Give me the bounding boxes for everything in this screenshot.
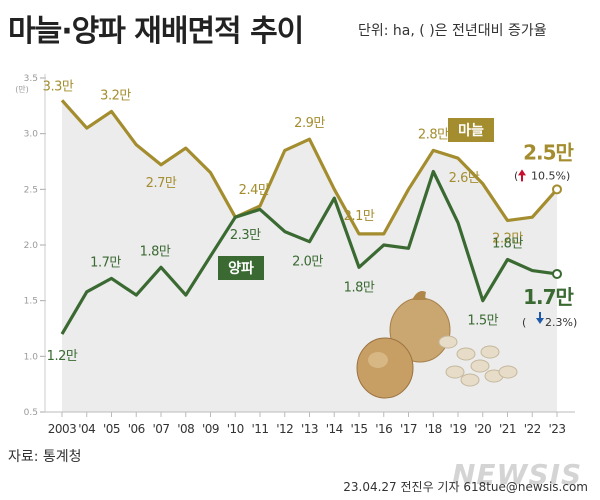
garlic-clove-icon (445, 365, 465, 379)
onion-tip-icon (412, 291, 428, 300)
garlic-line (60, 99, 559, 236)
onion-data-label: 1.8만 (344, 280, 375, 295)
x-tick-label: '04 (78, 422, 95, 436)
x-tick-label: '14 (326, 422, 343, 436)
y-tick-label: 3.5 (24, 74, 38, 84)
onion-data-label: 1.8만 (492, 236, 523, 251)
x-tick-label: '07 (152, 422, 169, 436)
garlic-clove-icon (456, 347, 476, 361)
y-tick-label: 2.5 (24, 185, 38, 195)
x-tick-label: '11 (251, 422, 268, 436)
x-tick-label: '12 (276, 422, 293, 436)
x-tick-label: '23 (548, 422, 565, 436)
down-arrow-icon (536, 311, 544, 324)
up-arrow-icon (518, 169, 526, 182)
legend-onion-tag (218, 256, 264, 280)
legend-onion-label: 양파 (228, 261, 254, 277)
x-tick-label: 2003 (48, 422, 77, 436)
x-tick-label: '17 (400, 422, 417, 436)
watermark: NEWSIS (452, 458, 583, 491)
onion-data-label: 1.8만 (140, 244, 171, 259)
onion-change-label: 2.3%) (545, 316, 577, 329)
y-tick-label: 1.0 (24, 352, 39, 362)
onion-data-label: 2.0만 (292, 255, 323, 270)
onion-endpoint (552, 268, 562, 279)
garlic-data-label: 2.8만 (418, 127, 449, 142)
y-unit-label: (만) (15, 85, 29, 94)
garlic-clove-icon (498, 365, 518, 379)
x-tick-label: '19 (449, 422, 466, 436)
x-tick-label: '08 (177, 422, 194, 436)
x-tick-label: '20 (474, 422, 491, 436)
garlic-data-label: 2.7만 (146, 176, 177, 191)
y-tick-label: 1.5 (24, 297, 38, 307)
garlic-clove-icon (480, 345, 500, 359)
x-tick-label: '18 (425, 422, 442, 436)
garlic-clove-icon (438, 335, 458, 349)
garlic-endpoint (552, 184, 562, 195)
garlic-data-label: 2.4만 (239, 183, 270, 198)
x-tick-label: '21 (499, 422, 516, 436)
x-tick-label: '05 (103, 422, 120, 436)
source-note: 자료: 통계청 (8, 449, 82, 465)
garlic-data-label: 2.9만 (294, 116, 325, 131)
x-tick-label: '22 (524, 422, 541, 436)
garlic-data-label: 2.1만 (344, 209, 375, 224)
x-tick-label: '10 (227, 422, 244, 436)
credit-line: 23.04.27 전진우 기자 618tue@newsis.com (343, 480, 588, 494)
onion-line (60, 169, 558, 335)
garlic-change-paren-open: ( (514, 169, 518, 182)
garlic-data-label: 2.6만 (449, 171, 480, 186)
garlic-clove-icon (460, 373, 480, 387)
unit-note: 단위: ha, ( )은 전년대비 증가율 (358, 23, 547, 39)
onion-data-label: 1.5만 (467, 314, 498, 329)
y-tick-label: 3.0 (24, 130, 39, 140)
onion-data-label: 1.2만 (47, 349, 78, 364)
onion-highlight (368, 352, 388, 368)
legend-garlic-label: 마늘 (458, 123, 484, 139)
y-tick-label: 2.0 (24, 241, 39, 251)
x-tick-label: '15 (350, 422, 367, 436)
y-tick-label: 0.5 (24, 408, 38, 418)
garlic-final-label: 2.5만 (523, 140, 574, 164)
x-tick-label: '13 (301, 422, 318, 436)
page-title: 마늘·양파 재배면적 추이 (8, 14, 304, 49)
garlic-data-label: 3.2만 (100, 88, 131, 103)
onion-bulb-icon (356, 337, 414, 399)
onion-data-label: 1.7만 (90, 255, 121, 270)
garlic-data-label: 2.2만 (492, 232, 523, 247)
x-tick-label: '06 (128, 422, 145, 436)
garlic-data-label: 3.3만 (43, 79, 74, 94)
onion-data-label: 2.3만 (230, 228, 261, 243)
garlic-change-label: 10.5%) (531, 169, 570, 182)
legend-garlic-tag (448, 118, 494, 142)
onion-final-label: 1.7만 (523, 285, 574, 309)
x-tick-label: '09 (202, 422, 219, 436)
onion-change-paren-open: ( (522, 316, 526, 329)
x-tick-label: '16 (375, 422, 392, 436)
garlic-clove-icon (470, 359, 490, 373)
